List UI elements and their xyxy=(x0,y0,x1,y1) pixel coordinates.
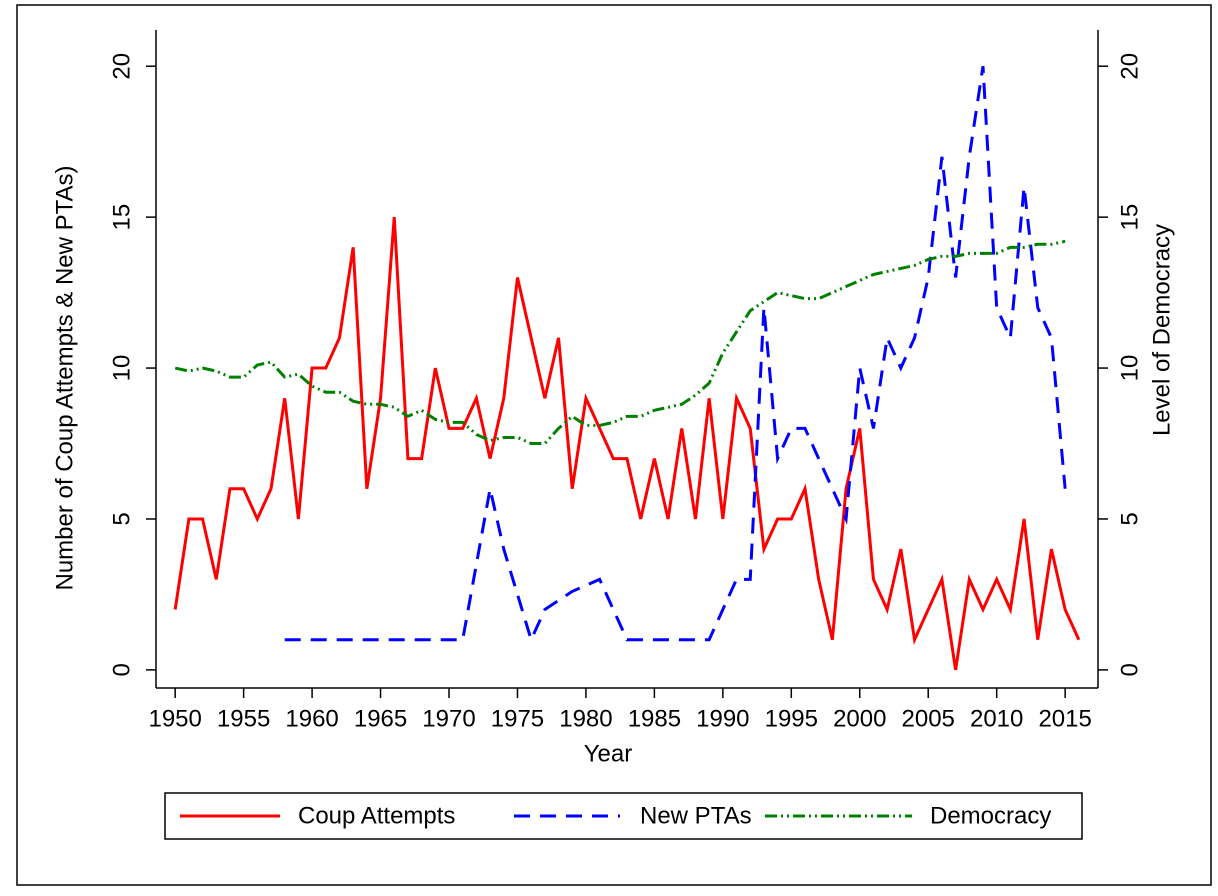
x-tick-label: 1990 xyxy=(696,705,749,732)
x-tick-label: 1980 xyxy=(559,705,612,732)
y-tick-label: 10 xyxy=(108,355,135,382)
x-tick-label: 2005 xyxy=(902,705,955,732)
y-tick-label: 5 xyxy=(108,512,135,525)
x-tick-label: 1950 xyxy=(148,705,201,732)
x-tick-label: 1955 xyxy=(217,705,270,732)
series-line xyxy=(173,217,1081,671)
x-tick-label: 1960 xyxy=(285,705,338,732)
y2-tick-label: 10 xyxy=(1116,355,1143,382)
x-tick-label: 2015 xyxy=(1038,705,1091,732)
y-axis-title: Number of Coup Attempts & New PTAs) xyxy=(51,165,78,590)
series-line xyxy=(174,239,1066,446)
series-line xyxy=(284,65,1067,644)
y2-tick-label: 20 xyxy=(1116,53,1143,80)
x-axis-title: Year xyxy=(584,740,633,767)
x-tick-label: 1965 xyxy=(354,705,407,732)
legend-box xyxy=(164,792,1083,840)
x-tick-label: 2000 xyxy=(833,705,886,732)
x-tick-label: 1970 xyxy=(422,705,475,732)
legend-label: Democracy xyxy=(930,802,1051,829)
y-tick-label: 0 xyxy=(108,663,135,676)
y-tick-label: 20 xyxy=(108,53,135,80)
y2-tick-label: 15 xyxy=(1116,204,1143,231)
y2-tick-label: 0 xyxy=(1116,663,1143,676)
x-tick-label: 1995 xyxy=(765,705,818,732)
x-tick-label: 1985 xyxy=(628,705,681,732)
y2-axis-title: Level of Democracy xyxy=(1148,224,1175,436)
legend-label: Coup Attempts xyxy=(298,802,455,829)
x-tick-label: 1975 xyxy=(491,705,544,732)
y2-tick-label: 5 xyxy=(1116,512,1143,525)
y-tick-label: 15 xyxy=(108,204,135,231)
chart-border xyxy=(16,4,1212,886)
legend-label: New PTAs xyxy=(640,802,752,829)
x-tick-label: 2010 xyxy=(970,705,1023,732)
